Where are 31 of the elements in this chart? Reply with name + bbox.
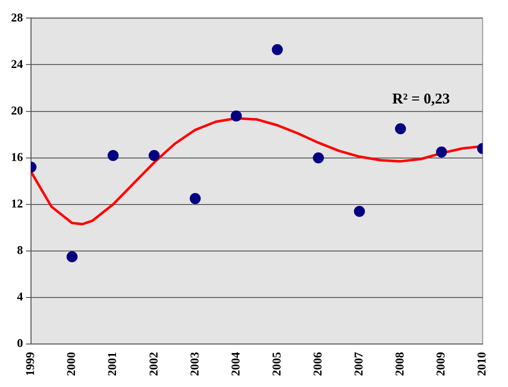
point (230, 110, 242, 122)
y-tick-label: 20 (11, 103, 23, 118)
y-tick-label: 12 (11, 196, 23, 210)
point (354, 206, 365, 217)
point (394, 123, 406, 134)
y-tick-label: 28 (11, 10, 23, 24)
point (66, 251, 78, 262)
x-tick-label: 2003 (187, 352, 202, 376)
point (312, 152, 324, 164)
point (272, 44, 283, 56)
x-tick-label: 1999 (23, 352, 38, 376)
y-tick-label: 0 (17, 336, 23, 350)
y-tick-label: 24 (11, 56, 23, 71)
x-tick-label: 2010 (474, 352, 489, 376)
x-tick-label: 2009 (434, 352, 448, 376)
annotation: R² = 0,23 (392, 92, 450, 108)
point (436, 146, 448, 158)
x-tick-label: 2008 (392, 352, 407, 376)
x-tick-label: 2005 (269, 352, 284, 376)
point (148, 150, 160, 161)
point (190, 193, 201, 204)
x-tick-label: 2007 (352, 352, 366, 376)
x-tick-label: 2000 (64, 352, 78, 376)
point (108, 150, 119, 161)
y-tick-label: 8 (17, 243, 23, 258)
x-tick-label: 2004 (228, 352, 242, 376)
x-tick-label: 2002 (146, 352, 160, 376)
x-tick-label: 2001 (105, 352, 120, 376)
y-tick-label: 4 (17, 290, 23, 304)
y-tick-label: 16 (11, 150, 23, 164)
x-tick-label: 2006 (310, 352, 324, 376)
